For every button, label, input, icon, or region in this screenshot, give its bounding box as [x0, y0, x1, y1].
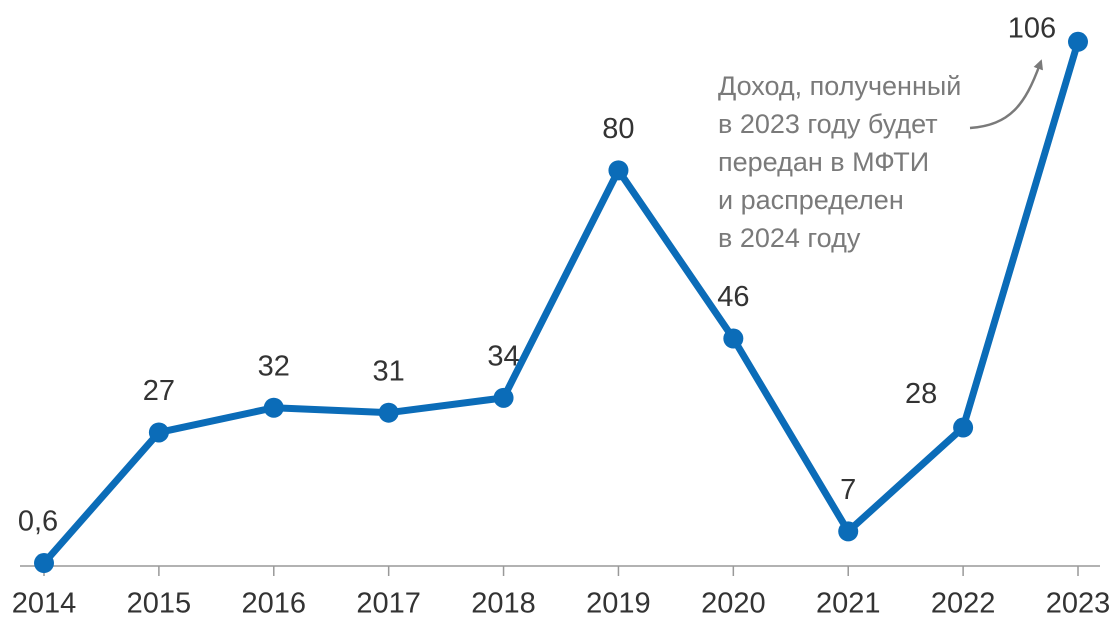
data-label: 80 — [602, 113, 634, 145]
x-tick-label: 2018 — [471, 588, 536, 618]
x-tick-label: 2019 — [586, 588, 651, 618]
x-tick-label: 2023 — [1046, 588, 1111, 618]
x-tick-label: 2016 — [242, 588, 307, 618]
data-label: 32 — [258, 350, 290, 382]
point — [378, 402, 399, 423]
line — [41, 40, 1082, 566]
annotation: в 2023 году будет — [718, 109, 938, 139]
data-label: 34 — [487, 341, 519, 373]
data-label: 28 — [905, 378, 937, 410]
x-tick-label: 2014 — [12, 588, 77, 618]
point — [148, 422, 169, 443]
data-label: 0,6 — [18, 506, 58, 538]
annotation: в 2024 году — [718, 223, 861, 253]
point — [34, 553, 54, 574]
x-tick-label: 2020 — [701, 588, 766, 618]
data-label: 7 — [840, 474, 856, 506]
point — [953, 417, 974, 438]
data-label: 31 — [373, 355, 405, 387]
data-label: 27 — [143, 375, 175, 407]
point — [608, 160, 629, 181]
annotation: и распределен — [718, 185, 904, 215]
x-tick-label: 2022 — [931, 588, 996, 618]
x-tick-label: 2021 — [816, 588, 881, 618]
annotation: Доход, полученный — [718, 71, 961, 101]
point — [723, 328, 744, 349]
annotation-arrow — [969, 59, 1043, 130]
x-tick-label: 2015 — [127, 588, 192, 618]
point — [1068, 31, 1088, 52]
point — [493, 387, 514, 408]
data-label: 106 — [1008, 12, 1056, 44]
annotation: передан в МФТИ — [718, 147, 929, 177]
point — [838, 521, 859, 542]
data-label: 46 — [717, 281, 749, 313]
point — [263, 397, 284, 418]
x-tick-label: 2017 — [356, 588, 421, 618]
